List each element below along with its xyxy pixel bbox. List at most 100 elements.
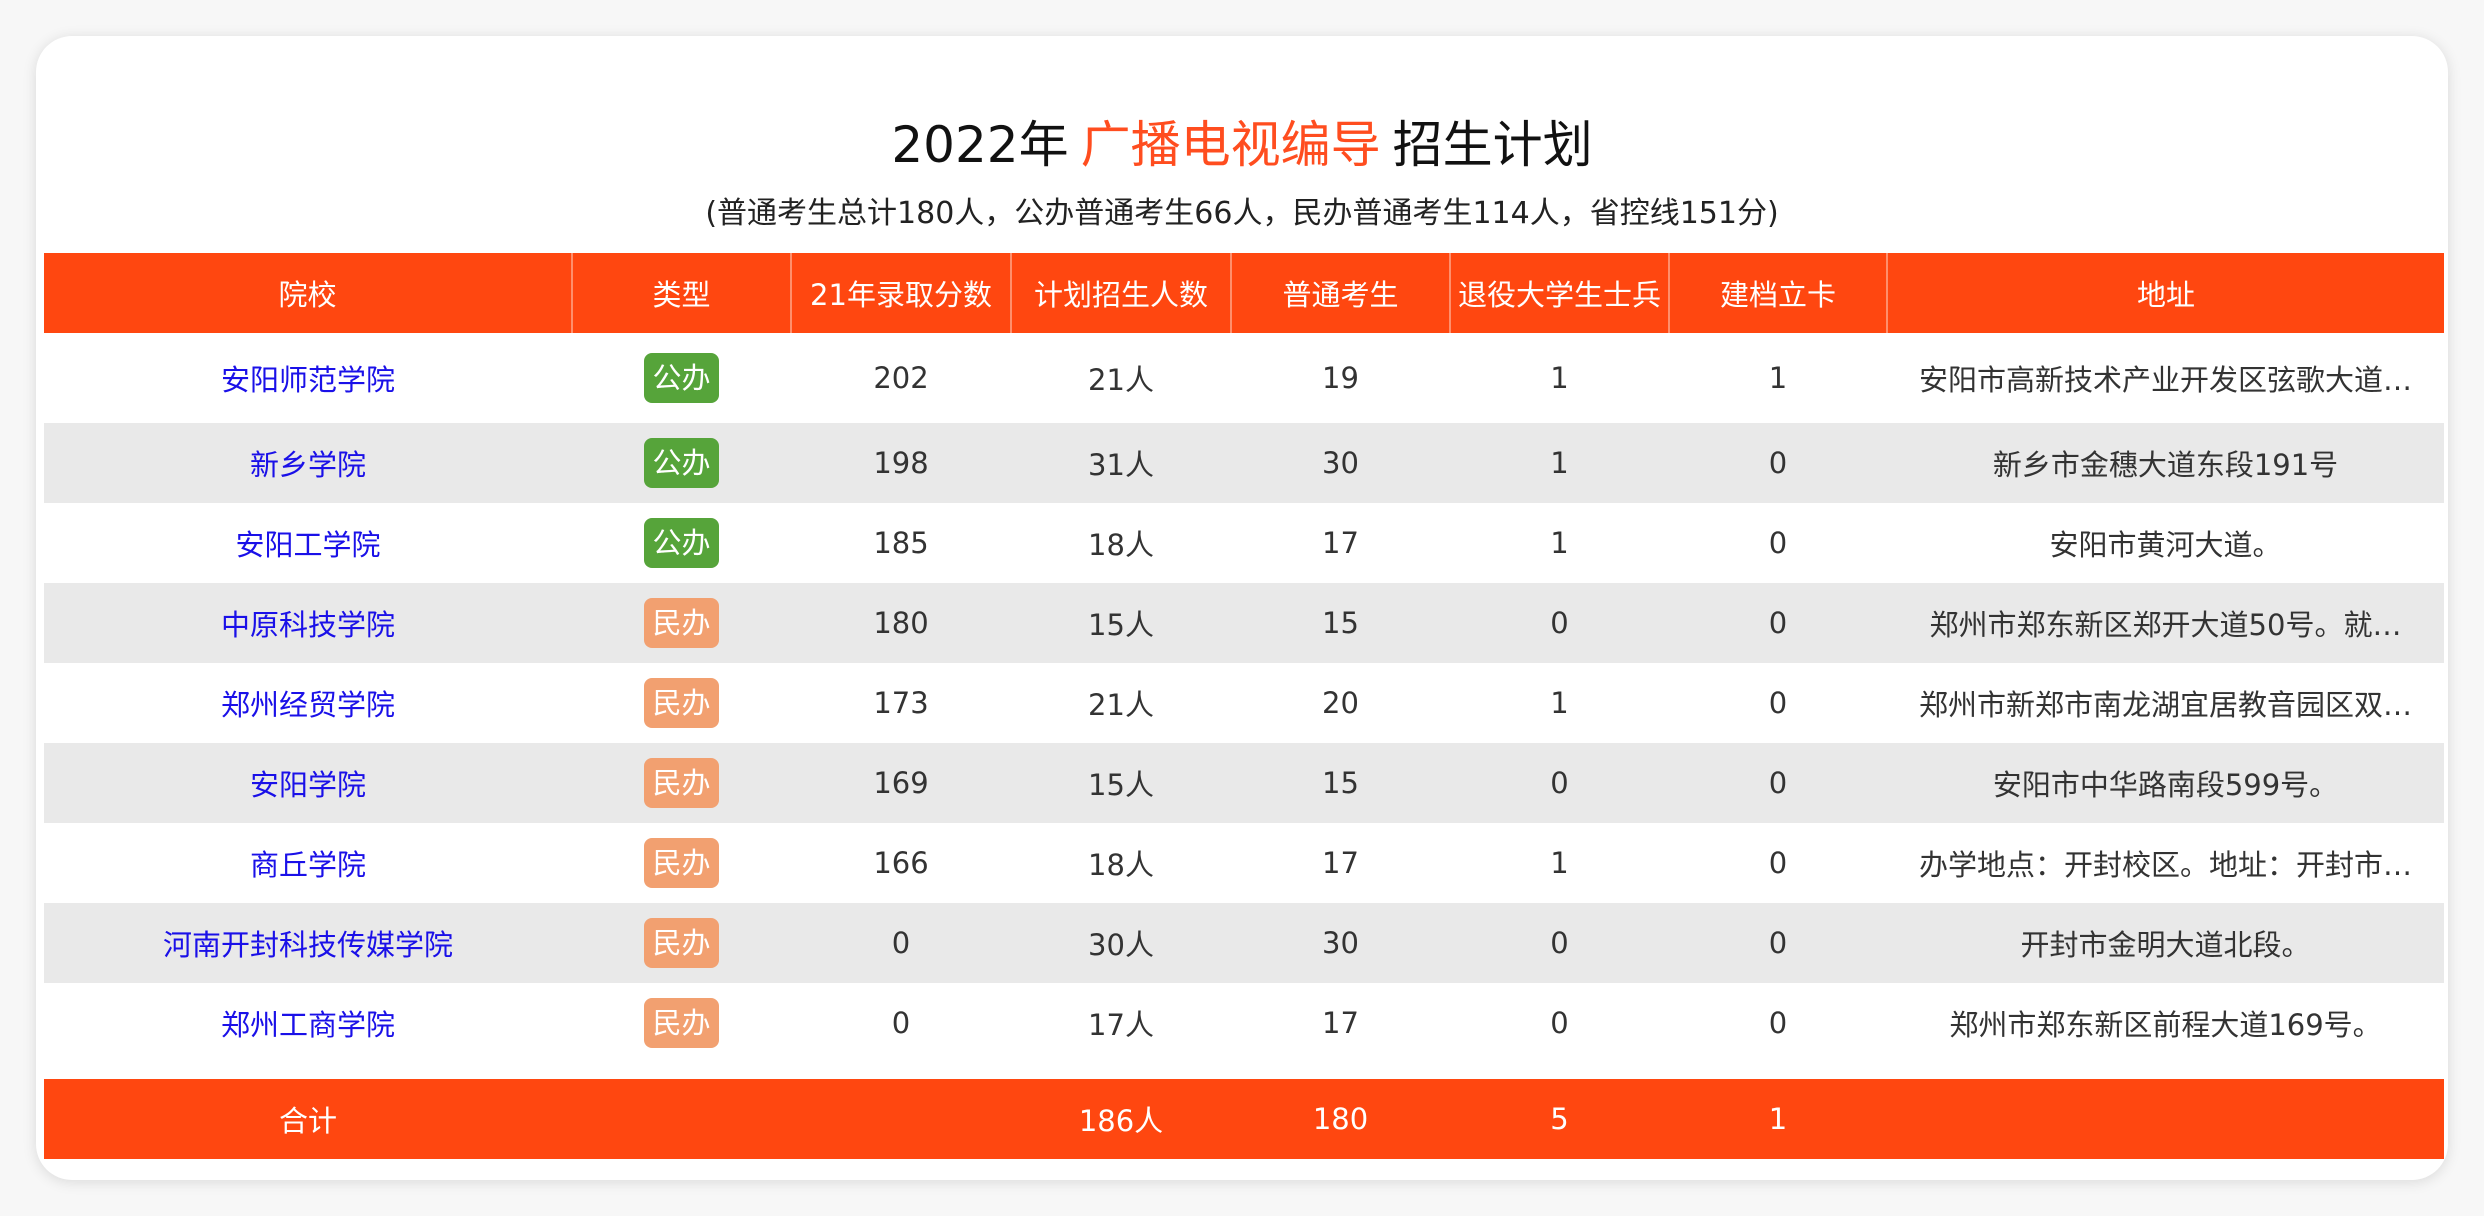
- column-header-score: 21年录取分数: [790, 253, 1011, 333]
- veteran-cell: 1: [1550, 686, 1569, 720]
- total-veteran: 5: [1450, 1063, 1669, 1159]
- total-plan: 186人: [1011, 1063, 1231, 1159]
- school-name-link[interactable]: 商丘学院: [249, 848, 366, 882]
- plan-cell: 31人: [1011, 423, 1231, 503]
- page-subtitle: (普通考生总计180人，公办普通考生66人，民办普通考生114人，省控线151分…: [705, 196, 1779, 231]
- poverty-cell: 0: [1768, 1006, 1788, 1040]
- school-name-link[interactable]: 安阳师范学院: [220, 363, 395, 397]
- address-cell: 郑州市新郑市南龙湖宜居教音园区双…: [1918, 688, 2412, 722]
- title-year: 2022年: [891, 116, 1069, 174]
- regular-cell: 15: [1231, 743, 1450, 823]
- type-cell: 民办: [572, 823, 791, 903]
- veteran-cell: 0: [1450, 743, 1669, 823]
- type-cell: 民办: [572, 983, 791, 1071]
- address-cell: 郑州市郑东新区郑开大道50号。就…: [1887, 583, 2444, 663]
- score-cell: 185: [873, 526, 929, 560]
- regular-cell: 19: [1322, 361, 1359, 395]
- poverty-cell: 0: [1669, 743, 1887, 823]
- school-name-link[interactable]: 郑州工商学院: [220, 1008, 395, 1042]
- school-name-link[interactable]: 郑州经贸学院: [220, 688, 395, 722]
- total-address-cell: [1887, 1063, 2444, 1159]
- address-cell: 安阳市高新技术产业开发区弦歌大道…: [1918, 363, 2412, 397]
- school-name-link[interactable]: 新乡学院: [44, 423, 572, 503]
- plan-cell: 18人: [1088, 848, 1154, 882]
- plan-cell: 15人: [1011, 743, 1231, 823]
- type-cell: 民办: [572, 663, 791, 743]
- regular-cell: 17: [1322, 846, 1359, 880]
- column-header-plan: 计划招生人数: [1010, 253, 1231, 333]
- table-row: 安阳学院 民办 169 15人 15 0 0 安阳市中华路南段599号。: [44, 743, 2444, 823]
- regular-cell: 15: [1231, 583, 1450, 663]
- school-name-link[interactable]: 河南开封科技传媒学院: [44, 903, 572, 983]
- table-row: 安阳师范学院 公办 202 21人 19 1 1 安阳市高新技术产业开发区弦歌大道…: [44, 333, 2444, 423]
- veteran-cell: 1: [1550, 846, 1569, 880]
- poverty-cell: 0: [1669, 423, 1887, 503]
- table-row: 中原科技学院 民办 180 15人 15 0 0 郑州市郑东新区郑开大道50号。就…: [44, 583, 2444, 663]
- score-cell: 0: [791, 903, 1011, 983]
- regular-cell: 17: [1322, 526, 1359, 560]
- enrollment-table: 院校 类型 21年录取分数 计划招生人数 普通考生 退役大学生士兵 建档立卡 地…: [44, 253, 2444, 1159]
- total-row: 合计 186人 180 5 1: [44, 1063, 2444, 1159]
- regular-cell: 20: [1322, 686, 1359, 720]
- column-header-type: 类型: [571, 253, 791, 333]
- score-cell: 198: [791, 423, 1011, 503]
- total-poverty: 1: [1669, 1063, 1887, 1159]
- school-type-badge: 公办: [644, 353, 719, 403]
- poverty-cell: 0: [1768, 526, 1788, 560]
- total-type-cell: [572, 1063, 791, 1159]
- school-name-link[interactable]: 中原科技学院: [44, 583, 572, 663]
- poverty-cell: 1: [1768, 361, 1788, 395]
- type-cell: 民办: [572, 583, 791, 663]
- school-type-badge: 公办: [644, 518, 719, 568]
- column-header-poverty: 建档立卡: [1668, 253, 1887, 333]
- veteran-cell: 1: [1550, 526, 1569, 560]
- school-type-badge: 民办: [644, 678, 719, 728]
- score-cell: 202: [873, 361, 929, 395]
- school-name-link[interactable]: 安阳工学院: [235, 528, 381, 562]
- school-type-badge: 民办: [644, 598, 719, 648]
- table-row: 郑州经贸学院 民办 173 21人 20 1 0 郑州市新郑市南龙湖宜居教音园区双…: [44, 663, 2444, 743]
- column-header-address: 地址: [1886, 253, 2444, 333]
- table-row: 新乡学院 公办 198 31人 30 1 0 新乡市金穗大道东段191号: [44, 423, 2444, 503]
- title-suffix: 招生计划: [1392, 116, 1593, 174]
- title-major: 广播电视编导: [1080, 116, 1381, 174]
- type-cell: 民办: [572, 743, 791, 823]
- address-cell: 安阳市中华路南段599号。: [1887, 743, 2444, 823]
- poverty-cell: 0: [1768, 846, 1788, 880]
- type-cell: 公办: [572, 423, 791, 503]
- school-name-link[interactable]: 安阳学院: [44, 743, 572, 823]
- school-type-badge: 民办: [644, 838, 719, 888]
- regular-cell: 30: [1231, 423, 1450, 503]
- plan-cell: 21人: [1088, 363, 1154, 397]
- table-header-row: 院校 类型 21年录取分数 计划招生人数 普通考生 退役大学生士兵 建档立卡 地…: [44, 253, 2444, 333]
- column-header-school: 院校: [44, 253, 572, 333]
- total-label: 合计: [44, 1063, 572, 1159]
- plan-cell: 18人: [1088, 528, 1154, 562]
- poverty-cell: 0: [1669, 903, 1887, 983]
- address-cell: 郑州市郑东新区前程大道169号。: [1949, 1008, 2382, 1042]
- total-score-cell: [791, 1063, 1011, 1159]
- veteran-cell: 0: [1450, 903, 1669, 983]
- type-cell: 公办: [572, 333, 791, 423]
- regular-cell: 17: [1322, 1006, 1359, 1040]
- column-header-veteran: 退役大学生士兵: [1449, 253, 1669, 333]
- type-cell: 公办: [572, 503, 791, 583]
- veteran-cell: 0: [1550, 1006, 1569, 1040]
- address-cell: 开封市金明大道北段。: [1887, 903, 2444, 983]
- address-cell: 安阳市黄河大道。: [2049, 528, 2282, 562]
- score-cell: 173: [873, 686, 929, 720]
- school-type-badge: 公办: [644, 438, 719, 488]
- veteran-cell: 0: [1450, 583, 1669, 663]
- page-title: 2022年 广播电视编导 招生计划: [36, 112, 2448, 178]
- address-cell: 新乡市金穗大道东段191号: [1887, 423, 2444, 503]
- plan-cell: 15人: [1011, 583, 1231, 663]
- column-header-regular: 普通考生: [1230, 253, 1450, 333]
- poverty-cell: 0: [1768, 686, 1788, 720]
- table-row: 商丘学院 民办 166 18人 17 1 0 办学地点：开封校区。地址：开封市…: [44, 823, 2444, 903]
- plan-cell: 30人: [1011, 903, 1231, 983]
- poverty-cell: 0: [1669, 583, 1887, 663]
- score-cell: 180: [791, 583, 1011, 663]
- address-cell: 办学地点：开封校区。地址：开封市…: [1918, 848, 2412, 882]
- school-type-badge: 民办: [644, 998, 719, 1048]
- school-type-badge: 民办: [644, 758, 719, 808]
